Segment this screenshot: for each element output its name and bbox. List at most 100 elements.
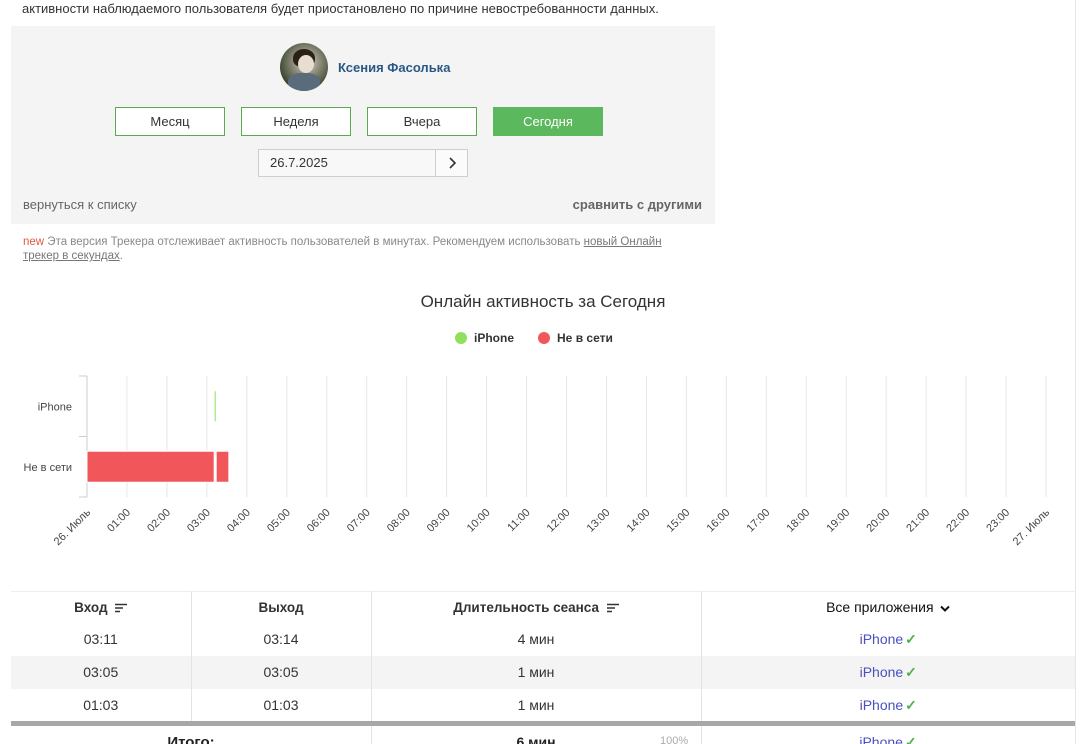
x-tick-label: 17:00 [744, 507, 772, 535]
x-tick-label: 19:00 [824, 507, 852, 535]
x-tick-label: 02:00 [145, 507, 173, 535]
check-icon: ✓ [904, 734, 917, 744]
x-tick-label: 03:00 [185, 507, 213, 535]
x-tick-label: 27. Июль [1011, 506, 1052, 547]
x-tick-label: 21:00 [904, 507, 932, 535]
legend-item-offline[interactable]: Не в сети [538, 331, 613, 345]
info-text: Эта версия Трекера отслеживает активност… [44, 236, 584, 248]
timeline-chart: iPhone Не в сети 26. Июль 01:00 02:00 03:00 04… [24, 375, 1052, 548]
header-label: Вход [74, 599, 108, 615]
new-tracker-link[interactable]: новый Онлайн трекер в секундах [23, 236, 662, 262]
table-row: 03:05 03:05 1 мин iPhone ✓ [11, 655, 1075, 689]
app-name: iPhone [859, 663, 904, 680]
tracker-info: new Эта версия Трекера отслеживает актив… [23, 235, 673, 263]
sort-icon [115, 603, 128, 613]
chevron-right-icon [448, 157, 456, 169]
total-percent: 100% [660, 735, 689, 744]
chart-legend: iPhone Не в сети [455, 331, 613, 345]
table-row: 03:11 03:14 4 мин iPhone ✓ [11, 622, 1075, 656]
y-tick-label: iPhone [38, 401, 72, 413]
x-tick-label: 15:00 [665, 507, 693, 535]
legend-item-iphone[interactable]: iPhone [455, 331, 514, 345]
app-name: iPhone [859, 696, 904, 713]
avatar[interactable] [280, 43, 328, 91]
period-month-button[interactable]: Месяц [115, 107, 225, 136]
x-tick-label: 08:00 [385, 507, 413, 535]
logout-time: 03:05 [191, 655, 372, 689]
user-panel: Ксения Фасолька Месяц Неделя Вчера Сегод… [11, 26, 715, 224]
period-yesterday-button[interactable]: Вчера [367, 107, 477, 136]
logout-time: 03:14 [191, 622, 372, 656]
check-icon: ✓ [905, 630, 917, 647]
x-tick-label: 10:00 [465, 507, 493, 535]
session-duration: 1 мин [371, 688, 702, 722]
total-duration: 6 мин [516, 734, 556, 744]
header-label: Выход [258, 599, 304, 615]
session-duration: 1 мин [371, 655, 702, 689]
compare-link[interactable]: сравнить с другими [572, 197, 702, 212]
sort-icon [606, 603, 619, 613]
back-to-list-link[interactable]: вернуться к списку [23, 197, 137, 212]
check-icon: ✓ [905, 663, 917, 680]
column-header-apps-dropdown[interactable]: Все приложения [701, 591, 1075, 623]
x-tick-label: 04:00 [225, 507, 253, 535]
top-notice: активности наблюдаемого пользователя буд… [22, 1, 659, 16]
x-tick-label: 20:00 [864, 507, 892, 535]
total-row: Итого: 6 мин 100% iPhone ✓ [11, 726, 1075, 744]
x-tick-label: 07:00 [345, 507, 373, 535]
chart-title: Онлайн активность за Сегодня [420, 292, 666, 311]
period-week-button[interactable]: Неделя [241, 107, 351, 136]
period-today-button[interactable]: Сегодня [493, 107, 603, 136]
logout-time: 01:03 [191, 688, 372, 722]
y-tick-label: Не в сети [24, 462, 72, 474]
legend-dot-icon [538, 332, 551, 344]
legend-label: Не в сети [557, 331, 613, 345]
column-header-login[interactable]: Вход [11, 591, 192, 623]
new-badge: new [23, 236, 45, 248]
app-name: iPhone [859, 630, 904, 647]
x-tick-label: 22:00 [944, 507, 972, 535]
app-cell: iPhone ✓ [701, 623, 1075, 656]
info-end: . [119, 250, 123, 262]
login-time: 01:03 [11, 688, 192, 722]
legend-dot-icon [455, 332, 467, 344]
column-header-duration[interactable]: Длительность сеанса [371, 591, 702, 623]
x-tick-label: 01:00 [105, 507, 133, 535]
x-tick-label: 13:00 [585, 507, 613, 535]
x-tick-label: 26. Июль [52, 506, 93, 547]
column-header-logout: Выход [191, 591, 372, 623]
x-tick-label: 06:00 [305, 507, 333, 535]
total-divider-bar [11, 721, 1075, 726]
x-tick-label: 23:00 [984, 507, 1012, 535]
x-tick-label: 18:00 [784, 507, 812, 535]
date-input[interactable]: 26.7.2025 [270, 155, 328, 170]
check-icon: ✓ [905, 696, 917, 713]
total-label: Итого: [167, 734, 215, 744]
chevron-down-icon [940, 605, 951, 612]
timeline-bar [86, 450, 215, 483]
total-app-cell: iPhone ✓ [701, 734, 1075, 744]
app-cell: iPhone ✓ [701, 655, 1075, 689]
x-tick-label: 12:00 [545, 507, 573, 535]
user-name-link[interactable]: Ксения Фасолька [338, 60, 451, 75]
table-row: 01:03 01:03 1 мин iPhone ✓ [11, 688, 1075, 722]
session-duration: 4 мин [371, 622, 702, 656]
date-picker: 26.7.2025 [258, 149, 468, 177]
next-day-button[interactable] [435, 150, 467, 176]
x-tick-label: 16:00 [705, 507, 733, 535]
x-tick-label: 14:00 [625, 507, 653, 535]
timeline-bar [213, 390, 217, 423]
x-tick-label: 09:00 [425, 507, 453, 535]
login-time: 03:05 [11, 655, 192, 689]
header-label: Длительность сеанса [453, 599, 599, 615]
app-cell: iPhone ✓ [701, 689, 1075, 722]
content-border [1075, 0, 1076, 744]
header-label: Все приложения [826, 599, 934, 616]
legend-label: iPhone [474, 331, 515, 345]
app-name: iPhone [859, 734, 903, 744]
sessions-table: Вход Выход Длительность сеанса Все прило… [11, 591, 1075, 722]
login-time: 03:11 [11, 622, 192, 656]
timeline-bar [215, 450, 230, 483]
x-tick-label: 11:00 [505, 507, 532, 534]
